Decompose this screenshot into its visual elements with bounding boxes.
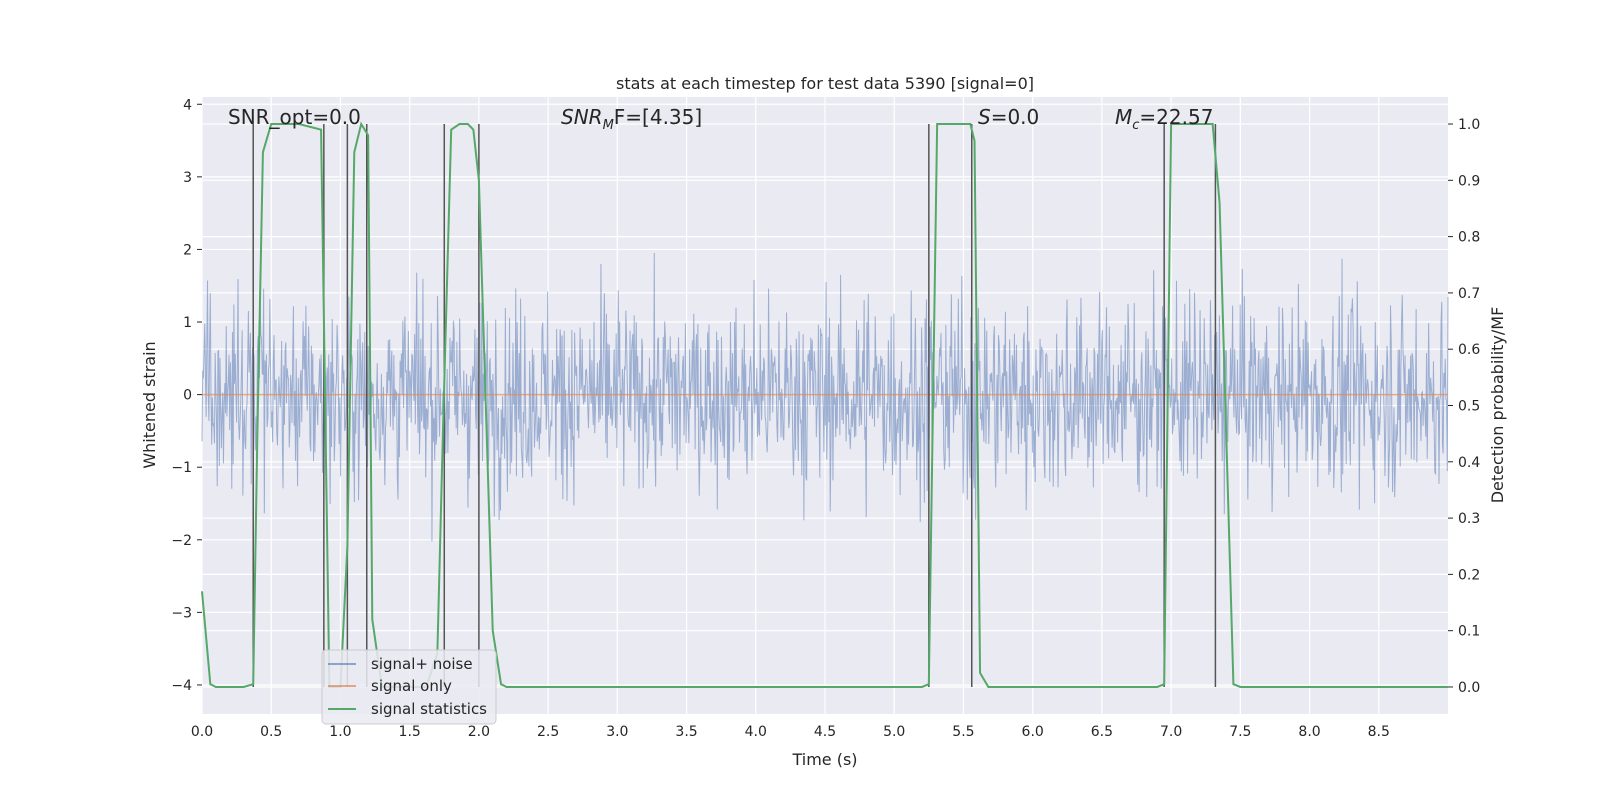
x-tick-label: 1.5 [399,724,421,740]
x-tick-label: 4.5 [814,724,836,740]
y-tick-label: −2 [171,533,192,549]
annotation-mc: Mc=22.57 [1115,105,1213,133]
x-tick-label: 2.0 [468,724,490,740]
y-tick-label: 1 [183,315,192,331]
signal-noise-line [201,253,1449,542]
y-tick-label: −1 [171,460,192,476]
y2-tick-label: 0.0 [1458,680,1480,696]
y2-tick-label: 0.7 [1458,286,1480,302]
legend-label-signal: signal only [371,677,452,695]
legend-box [321,649,497,725]
y2-tick-label: 0.5 [1458,399,1480,415]
annotation-s-var: S [978,105,991,129]
y2-tick-label: 0.8 [1458,230,1480,246]
annotation-s-tail: =0.0 [991,105,1040,129]
annotation-snr-mf-sub: M [603,118,614,133]
x-axis-label: Time (s) [791,750,857,769]
annotation-mc-var: M [1115,105,1132,129]
x-tick-label: 8.5 [1368,724,1390,740]
y2-tick-label: 1.0 [1458,117,1480,133]
y-tick-label: −4 [171,678,192,694]
legend-label-stats: signal statistics [371,700,487,718]
x-tick-label: 1.0 [329,724,351,740]
y2-tick-label: 0.3 [1458,511,1480,527]
x-tick-label: 5.5 [952,724,974,740]
annotation-mc-tail: =22.57 [1139,105,1213,129]
annotation-snr-opt: SNR_opt=0.0 [228,105,361,129]
y2-tick-label: 0.6 [1458,342,1480,358]
annotation-mc-sub: c [1132,118,1139,133]
signal-statistics-line [201,121,1448,688]
x-tick-label: 7.5 [1229,724,1251,740]
x-tick-label: 6.5 [1091,724,1113,740]
y-tick-label: 2 [183,242,192,258]
signal-noise-series [201,253,1449,542]
y2-tick-label: 0.4 [1458,455,1480,471]
x-tick-label: 3.0 [606,724,628,740]
x-tick-label: 8.0 [1298,724,1320,740]
x-tick-label: 5.0 [883,724,905,740]
axes: 0.0 0.5 1.0 1.5 2.0 2.5 3.0 3.5 4.0 4.5 5.0 5.5 6.0 6… [171,97,1480,740]
chart-title: stats at each timestep for test data 539… [616,74,1034,93]
x-tick-label: 6.0 [1022,724,1044,740]
x-tick-label: 0.5 [260,724,282,740]
x-tick-label: 4.0 [745,724,767,740]
annotation-snr-mf: SNRMF=[4.35] [561,105,702,133]
y2-tick-label: 0.2 [1458,567,1480,583]
x-tick-label: 2.5 [537,724,559,740]
signal-statistics-series [201,121,1448,688]
annotation-snr-mf-tail: F=[4.35] [614,105,702,129]
y-tick-label: 4 [183,97,192,113]
legend-label-noise: signal+ noise [371,655,473,673]
y2-tick-label: 0.9 [1458,173,1480,189]
x-tick-label: 7.0 [1160,724,1182,740]
x-tick-label: 3.5 [675,724,697,740]
y-tick-label: 3 [183,170,192,186]
y2-tick-label: 0.1 [1458,624,1480,640]
y-tick-label: −3 [171,605,192,621]
annotation-s: S=0.0 [978,105,1039,129]
legend: signal+ noise signal only signal statist… [321,649,497,725]
y-axis-label: Whitened strain [140,341,159,468]
y-tick-label: 0 [183,388,192,404]
y2-axis-label: Detection probability/MF [1488,307,1507,504]
x-tick-label: 0.0 [191,724,213,740]
annotation-snr-mf-var: SNR [561,105,603,129]
